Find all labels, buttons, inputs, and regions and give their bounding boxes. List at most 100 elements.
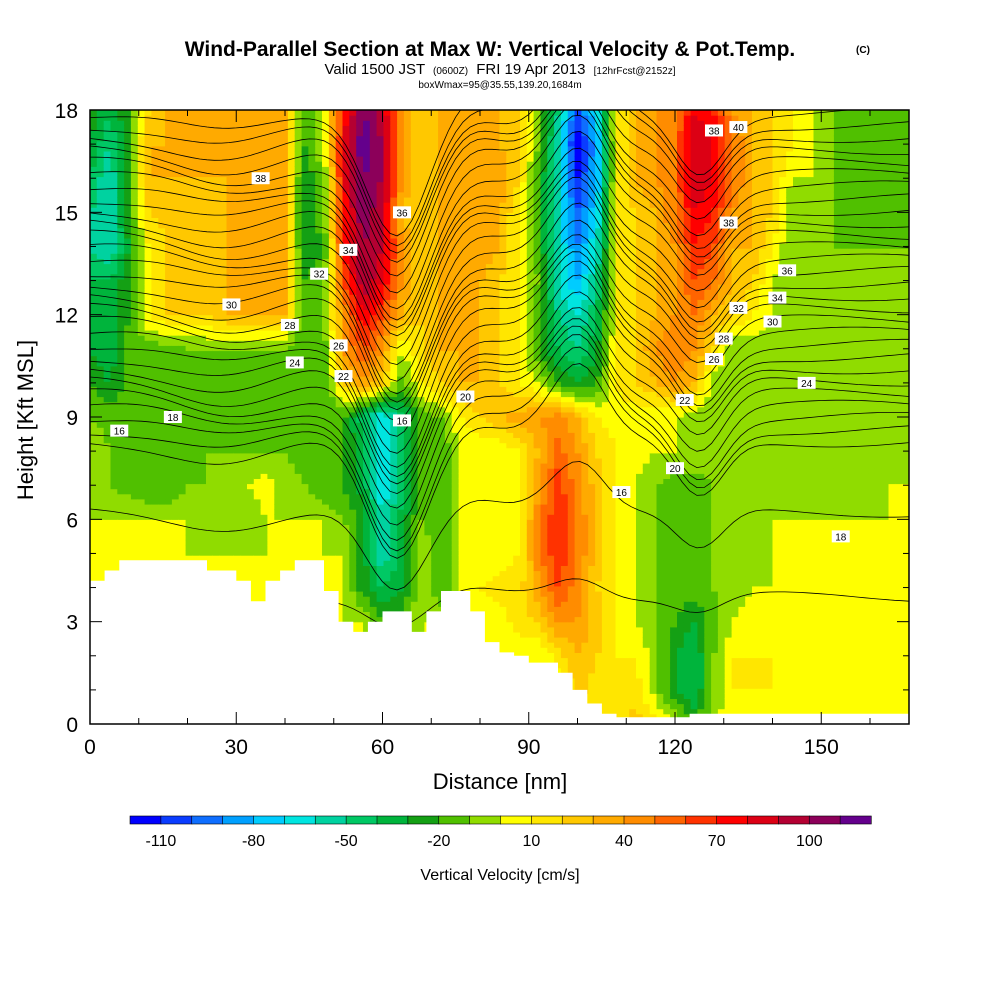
w-cell: [206, 299, 214, 305]
w-cell: [274, 110, 282, 116]
w-cell: [103, 463, 112, 469]
w-cell: [130, 258, 139, 265]
w-cell: [253, 370, 262, 377]
w-cell: [137, 284, 146, 290]
w-cell: [96, 560, 105, 566]
w-cell: [226, 273, 234, 280]
w-cell: [90, 427, 98, 433]
w-cell: [144, 473, 152, 479]
w-cell: [110, 335, 118, 341]
w-cell: [349, 115, 357, 121]
w-cell: [103, 304, 112, 311]
w-cell: [322, 580, 330, 587]
w-cell: [199, 544, 207, 551]
w-cell: [178, 427, 187, 433]
w-cell: [301, 488, 309, 495]
w-cell: [281, 432, 289, 438]
w-cell: [240, 376, 248, 382]
w-cell: [281, 268, 289, 275]
w-cell: [165, 273, 173, 280]
w-cell: [369, 585, 378, 592]
w-cell: [117, 268, 125, 275]
w-cell: [315, 314, 323, 321]
w-cell: [199, 145, 207, 152]
w-cell: [253, 447, 262, 454]
w-cell: [308, 493, 316, 500]
w-cell: [130, 534, 139, 541]
w-cell: [240, 442, 248, 449]
w-cell: [308, 350, 316, 357]
w-cell: [233, 110, 241, 116]
w-cell: [335, 191, 344, 198]
w-cell: [103, 335, 112, 341]
w-cell: [185, 161, 193, 167]
w-cell: [294, 550, 303, 556]
w-cell: [287, 294, 296, 300]
w-cell: [328, 150, 337, 157]
w-cell: [267, 560, 275, 566]
w-cell: [165, 463, 173, 469]
w-cell: [212, 406, 221, 413]
w-cell: [274, 289, 282, 295]
w-cell: [137, 498, 146, 505]
w-cell: [158, 544, 166, 551]
w-cell: [90, 544, 98, 551]
w-cell: [308, 411, 316, 418]
w-cell: [226, 161, 234, 167]
w-cell: [158, 191, 166, 198]
w-cell: [199, 140, 207, 147]
w-cell: [144, 422, 152, 428]
w-cell: [103, 314, 112, 321]
w-cell: [233, 468, 241, 474]
w-cell: [287, 140, 296, 147]
w-cell: [247, 524, 255, 531]
w-cell: [103, 396, 112, 403]
w-cell: [315, 324, 323, 331]
w-cell: [212, 483, 221, 490]
w-cell: [185, 370, 193, 377]
w-cell: [274, 550, 282, 556]
w-cell: [322, 529, 330, 536]
w-cell: [171, 365, 180, 372]
w-cell: [103, 381, 112, 387]
w-cell: [335, 335, 344, 341]
w-cell: [158, 504, 166, 510]
w-cell: [294, 120, 303, 126]
w-cell: [219, 406, 228, 413]
w-cell: [253, 156, 262, 162]
w-cell: [151, 289, 159, 295]
w-cell: [301, 273, 309, 280]
w-cell: [158, 350, 166, 357]
w-cell: [226, 488, 234, 495]
w-cell: [103, 478, 112, 485]
w-cell: [356, 125, 364, 131]
w-cell: [328, 437, 337, 444]
w-cell: [185, 478, 193, 485]
w-cell: [130, 284, 139, 290]
w-cell: [322, 575, 330, 582]
w-cell: [363, 534, 371, 541]
w-cell: [103, 140, 112, 147]
w-cell: [158, 550, 166, 556]
w-cell: [322, 135, 330, 142]
w-cell: [233, 278, 241, 285]
w-cell: [301, 140, 309, 147]
w-cell: [137, 176, 146, 183]
w-cell: [281, 294, 289, 300]
w-cell: [96, 452, 105, 459]
w-cell: [103, 560, 112, 566]
w-cell: [274, 130, 282, 137]
w-cell: [192, 544, 200, 551]
w-cell: [240, 222, 248, 229]
w-cell: [103, 217, 112, 224]
w-cell: [233, 509, 241, 515]
w-cell: [206, 335, 214, 341]
w-cell: [253, 125, 262, 131]
w-cell: [144, 299, 152, 305]
w-cell: [226, 457, 234, 464]
w-cell: [253, 422, 262, 428]
w-cell: [274, 370, 282, 377]
w-cell: [233, 186, 241, 193]
w-cell: [274, 386, 282, 392]
w-cell: [124, 171, 132, 178]
